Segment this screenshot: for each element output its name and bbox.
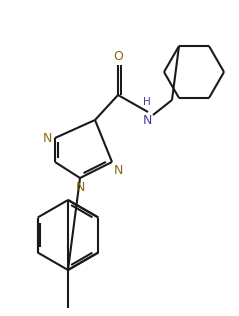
Text: N: N — [75, 181, 85, 194]
Text: O: O — [113, 50, 123, 63]
Text: N: N — [142, 114, 152, 127]
Text: N: N — [43, 131, 52, 144]
Text: N: N — [114, 164, 123, 177]
Text: H: H — [143, 97, 151, 107]
